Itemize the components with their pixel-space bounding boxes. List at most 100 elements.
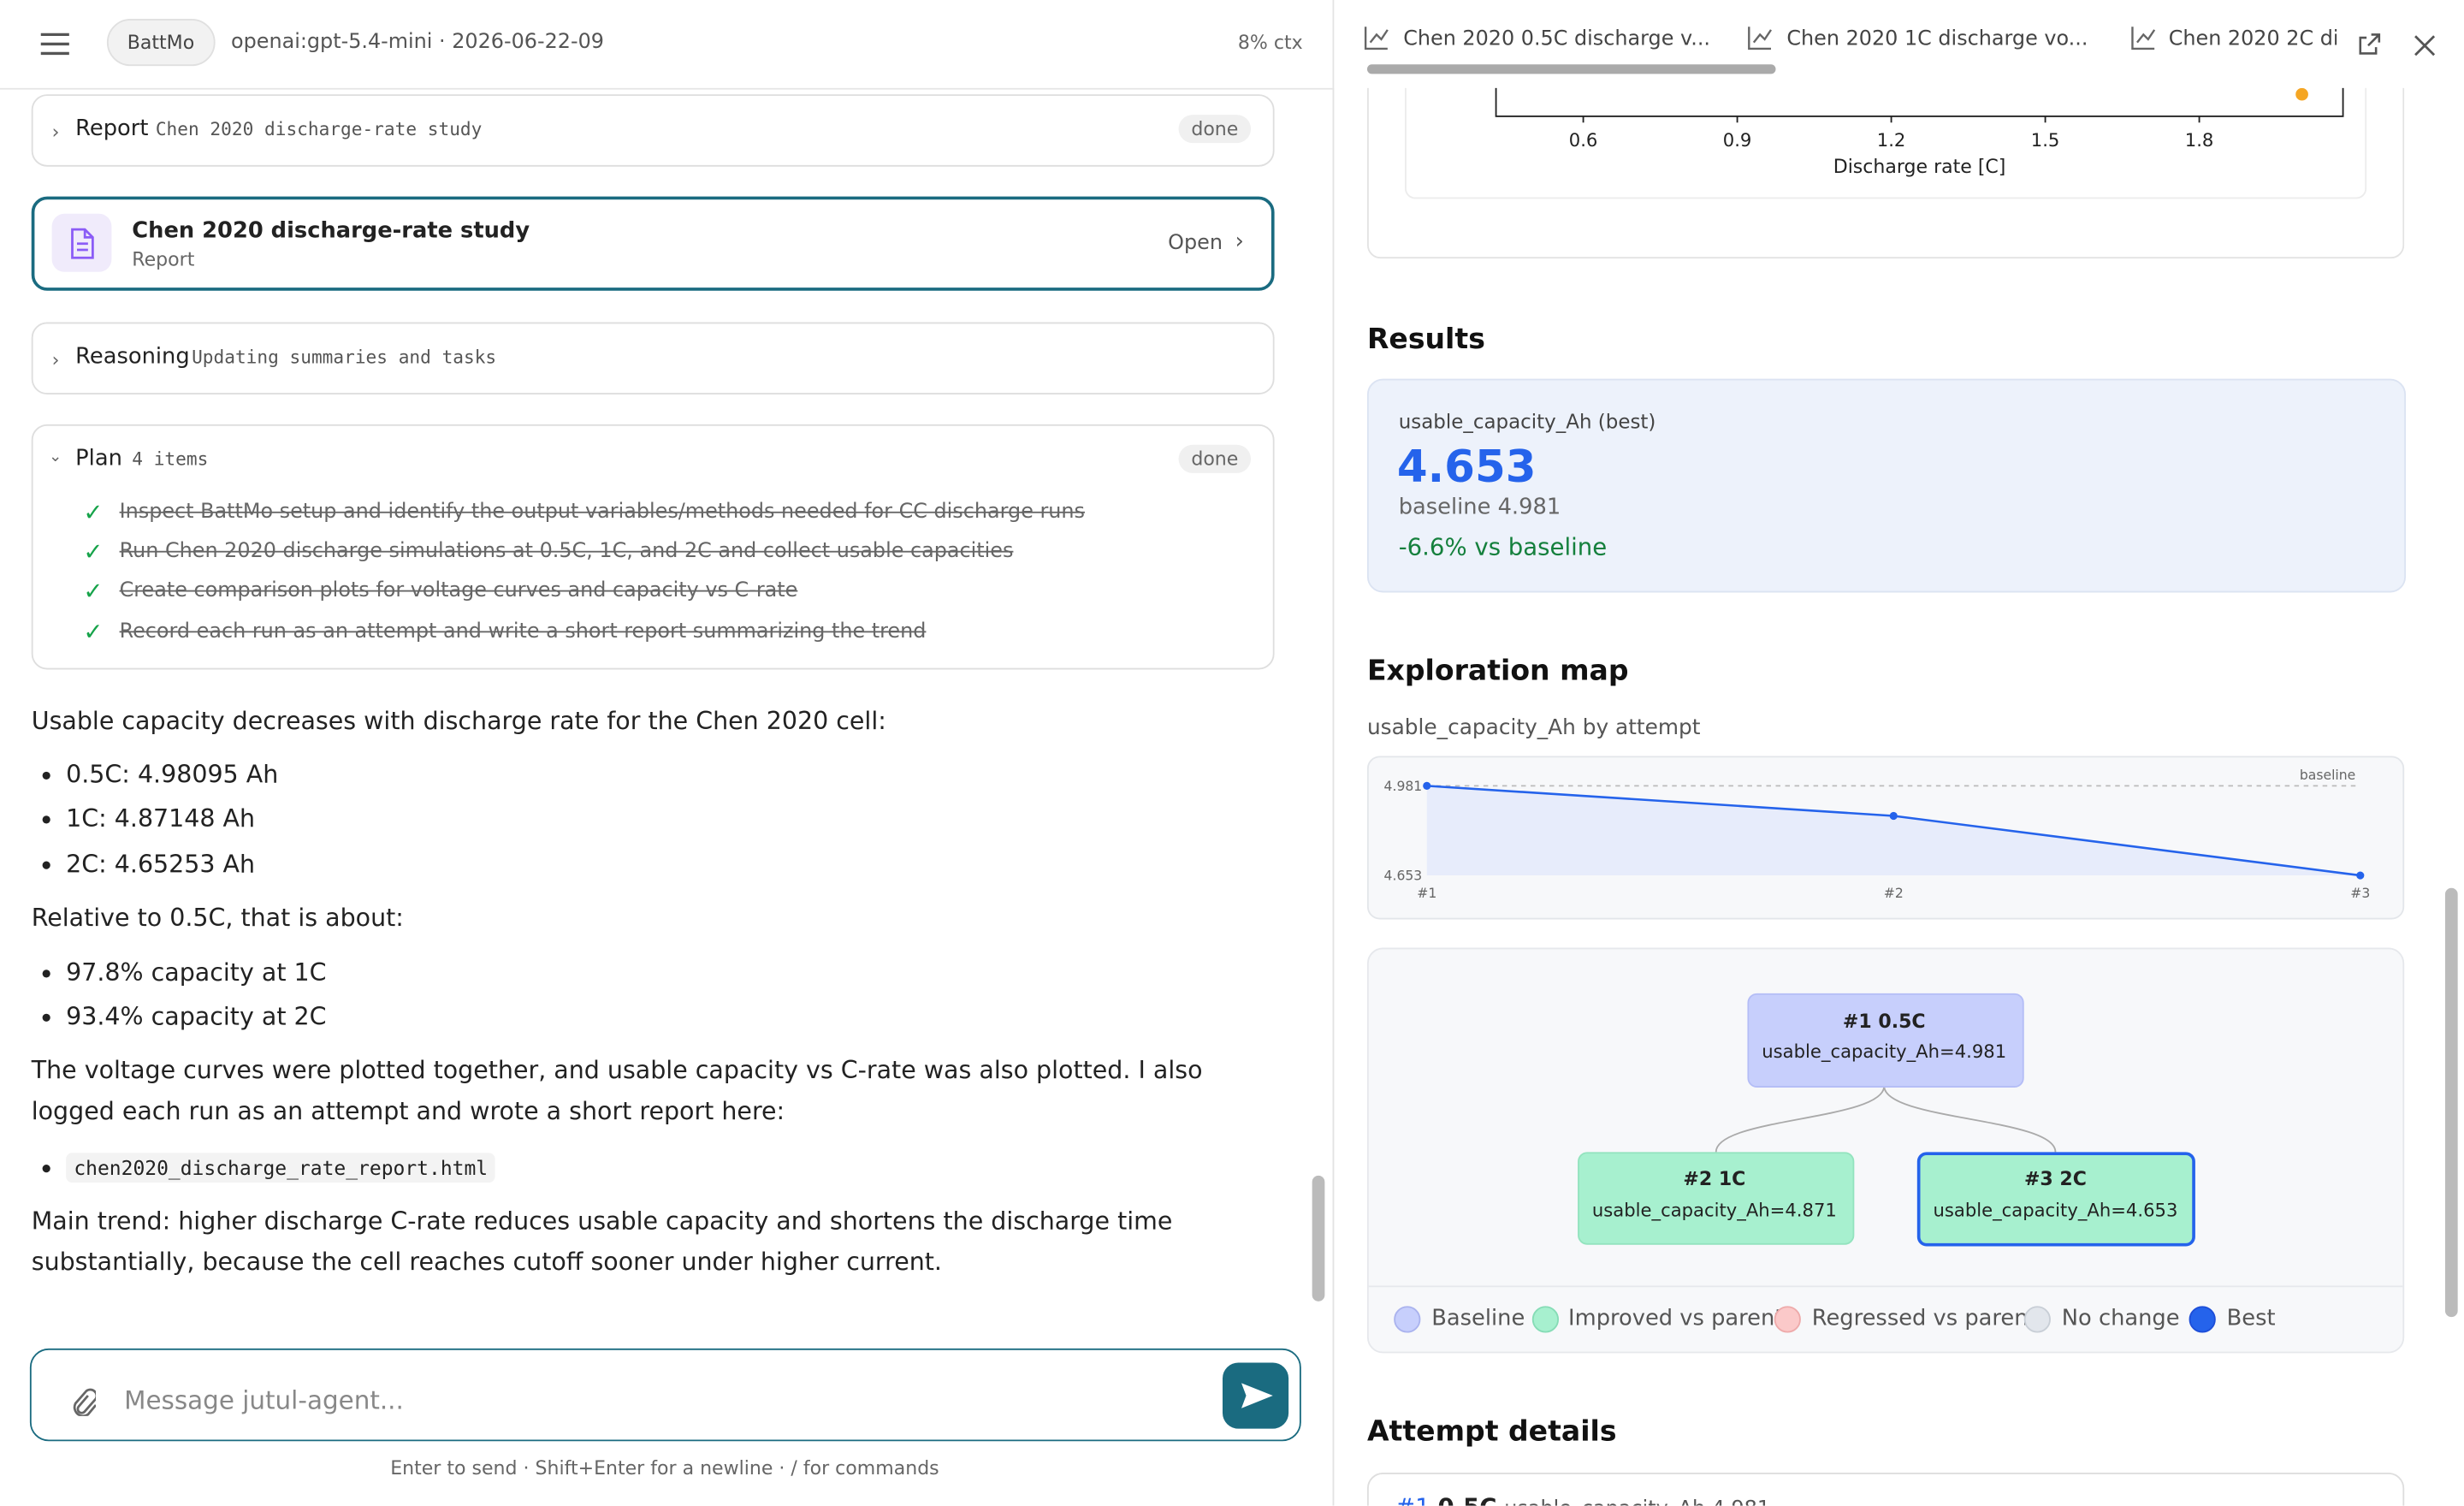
open-button[interactable]: Open — [1168, 231, 1223, 256]
attempt-rate: 0.5C — [1437, 1493, 1496, 1506]
step-label: Report — [75, 116, 149, 142]
legend-label: Improved vs parent — [1568, 1306, 1784, 1331]
plan-step — [31, 424, 1275, 670]
list-item: 97.8% capacity at 1C — [66, 958, 327, 987]
tab-icon — [1748, 27, 1772, 50]
attach-button[interactable] — [68, 1384, 97, 1416]
point — [2295, 87, 2308, 101]
paragraph: The voltage curves were plotted together… — [31, 1056, 1203, 1126]
popout-button[interactable] — [2357, 32, 2382, 56]
tree-node[interactable] — [1747, 993, 2024, 1088]
file-link[interactable]: chen2020_discharge_rate_report.html — [66, 1153, 496, 1183]
section-heading: Attempt details — [1366, 1414, 1617, 1449]
bullet — [42, 969, 50, 978]
menu-button[interactable] — [39, 32, 71, 56]
list-item: 2C: 4.65253 Ah — [66, 850, 256, 879]
composer[interactable] — [29, 1348, 1301, 1442]
legend-label: Best — [2226, 1306, 2276, 1331]
node-title: #2 1C — [1683, 1167, 1746, 1190]
paragraph: Main trend: higher discharge C-rate redu… — [31, 1207, 1173, 1277]
chevron[interactable]: ⌄ — [48, 448, 62, 466]
context-usage: 8% ctx — [1237, 31, 1303, 54]
scrollbar[interactable] — [1309, 92, 1328, 1333]
status: done — [1178, 115, 1252, 144]
check: ✓ — [83, 617, 104, 646]
attempt-metric: usable_capacity_Ah 4.981 — [1504, 1497, 1770, 1505]
metric-card — [1366, 378, 2407, 593]
list-item: 1C: 4.87148 Ah — [66, 804, 256, 833]
list-item: 0.5C: 4.98095 Ah — [66, 760, 279, 790]
plot-card — [1405, 62, 2367, 199]
bullet — [42, 1165, 50, 1173]
legend-swatch — [1394, 1306, 1421, 1333]
model-label: openai:gpt-5.4-mini · 2026-06-22-09 — [231, 30, 604, 55]
tree-node[interactable] — [1578, 1152, 1855, 1245]
step-label: Reasoning — [75, 344, 190, 370]
bullet — [42, 861, 50, 869]
close-button[interactable] — [2414, 34, 2436, 56]
tab[interactable]: Chen 2020 0.5C discharge v... — [1403, 27, 1711, 51]
tree-edges — [1715, 1086, 2057, 1153]
chevron: › — [51, 121, 60, 144]
x-axis-label: Discharge rate [C] — [1833, 157, 2006, 178]
attempt-summary: #1 0.5C usable_capacity_Ah 4.981 — [1395, 1493, 1770, 1506]
x-tick-label: 0.9 — [1723, 129, 1752, 151]
metric-baseline: baseline 4.981 — [1398, 495, 1561, 520]
bullet — [42, 815, 50, 824]
metric-value: 4.653 — [1396, 441, 1537, 493]
paragraph: Usable capacity decreases with discharge… — [31, 707, 886, 736]
legend-label: Baseline — [1431, 1306, 1525, 1331]
top-chart: 0.6 0.9 1.2 1.5 1.8 Discharge rate [C] — [1366, 62, 2405, 259]
legend-label: No change — [2061, 1306, 2180, 1331]
reasoning-step[interactable] — [31, 322, 1275, 395]
legend-swatch — [2023, 1306, 2051, 1333]
check: ✓ — [83, 537, 104, 566]
check: ✓ — [83, 577, 104, 606]
project-badge[interactable]: BattMo — [106, 19, 216, 67]
status: done — [1178, 444, 1252, 473]
legend-swatch — [1531, 1306, 1560, 1333]
chart-subtitle: usable_capacity_Ah by attempt — [1366, 714, 1701, 741]
node-metric: usable_capacity_Ah=4.981 — [1762, 1040, 2007, 1063]
legend-label: Regressed vs parent — [1811, 1306, 2037, 1331]
baseline-label: baseline — [2300, 768, 2355, 783]
metric-label: usable_capacity_Ah (best) — [1398, 409, 1656, 434]
report-icon — [51, 213, 112, 272]
separator — [1368, 1285, 2403, 1288]
x-tick-label: 1.5 — [2031, 129, 2060, 151]
paragraph: Relative to 0.5C, that is about: — [31, 904, 404, 933]
point — [1423, 781, 1431, 790]
node-title: #1 0.5C — [1842, 1011, 1926, 1033]
report-card[interactable] — [31, 196, 1275, 291]
x-tick-label: #3 — [2350, 886, 2370, 901]
plan-item: Create comparison plots for voltage curv… — [119, 578, 798, 603]
list-item: 93.4% capacity at 2C — [66, 1002, 327, 1031]
step-detail: 4 items — [132, 448, 209, 471]
scrollbar[interactable] — [2440, 92, 2462, 1506]
area — [1426, 786, 2360, 876]
step-detail: Chen 2020 discharge-rate study — [155, 117, 483, 140]
step-detail: Updating summaries and tasks — [192, 346, 497, 368]
composer-hint: Enter to send · Shift+Enter for a newlin… — [390, 1456, 939, 1479]
section-heading: Results — [1366, 323, 1485, 357]
tab[interactable]: Chen 2020 1C discharge vo... — [1786, 27, 2088, 51]
tab-scrollbar[interactable] — [1348, 62, 2335, 75]
tab-icon — [1364, 27, 1389, 50]
y-tick-label: 4.981 — [1384, 779, 1423, 794]
report-step[interactable] — [31, 94, 1275, 167]
legend-swatch — [2189, 1306, 2216, 1333]
bullet — [42, 771, 50, 780]
attempt-row[interactable] — [1366, 1473, 2405, 1506]
tab[interactable]: Chen 2020 2C disc — [2168, 27, 2337, 51]
tree-node[interactable] — [1916, 1152, 2195, 1247]
send-button[interactable] — [1222, 1362, 1289, 1429]
input-placeholder[interactable]: Message jutul-agent... — [124, 1385, 404, 1415]
step-label: Plan — [75, 446, 122, 472]
node-metric: usable_capacity_Ah=4.871 — [1591, 1199, 1837, 1222]
card-subtitle: Report — [132, 248, 195, 270]
point — [1889, 811, 1898, 821]
point — [2356, 871, 2365, 880]
x-tick-label: 1.2 — [1877, 129, 1906, 151]
node-title: #3 2C — [2023, 1167, 2087, 1190]
